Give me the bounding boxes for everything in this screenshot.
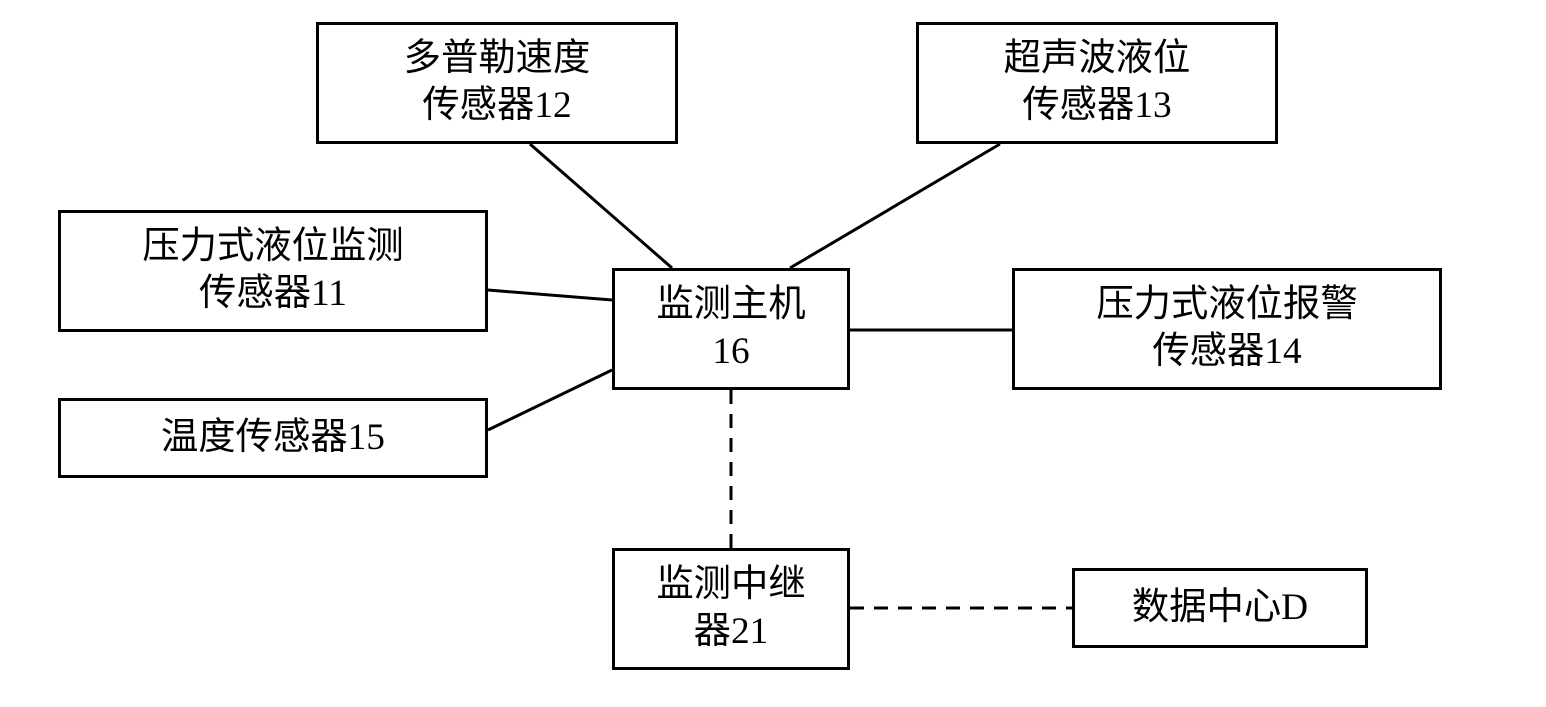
edge-n16-n13 bbox=[790, 144, 1000, 268]
node-pressure-level-alarm-sensor-14: 压力式液位报警 传感器14 bbox=[1012, 268, 1442, 390]
node-monitor-repeater-21: 监测中继 器21 bbox=[612, 548, 850, 670]
edge-n16-n11 bbox=[488, 290, 612, 300]
node-label: 超声波液位 传感器13 bbox=[1004, 36, 1191, 129]
node-monitor-host-16: 监测主机 16 bbox=[612, 268, 850, 390]
node-ultrasonic-level-sensor-13: 超声波液位 传感器13 bbox=[916, 22, 1278, 144]
node-label: 多普勒速度 传感器12 bbox=[404, 36, 591, 129]
node-pressure-level-monitor-sensor-11: 压力式液位监测 传感器11 bbox=[58, 210, 488, 332]
node-doppler-velocity-sensor-12: 多普勒速度 传感器12 bbox=[316, 22, 678, 144]
node-label: 监测主机 16 bbox=[656, 282, 805, 375]
node-label: 压力式液位报警 传感器14 bbox=[1096, 282, 1357, 375]
node-temperature-sensor-15: 温度传感器15 bbox=[58, 398, 488, 478]
node-label: 数据中心D bbox=[1132, 585, 1308, 632]
edge-n16-n15 bbox=[488, 370, 612, 430]
node-label: 监测中继 器21 bbox=[656, 562, 805, 655]
node-label: 温度传感器15 bbox=[161, 415, 385, 462]
edge-n16-n12 bbox=[530, 144, 672, 268]
diagram-stage: 多普勒速度 传感器12 超声波液位 传感器13 压力式液位监测 传感器11 监测… bbox=[0, 0, 1546, 707]
node-label: 压力式液位监测 传感器11 bbox=[142, 224, 403, 317]
node-data-center-d: 数据中心D bbox=[1072, 568, 1368, 648]
